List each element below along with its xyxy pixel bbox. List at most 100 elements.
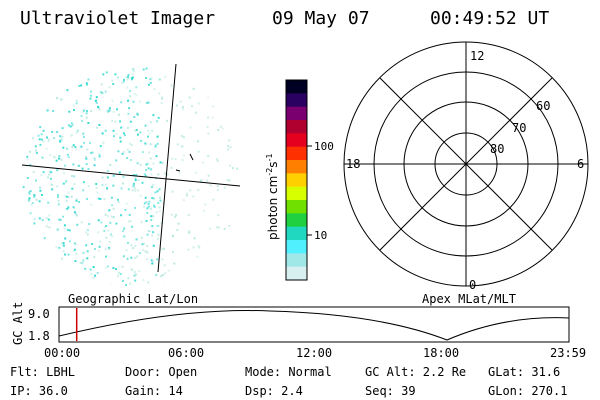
- image-pixel: [135, 129, 138, 131]
- image-pixel: [61, 127, 64, 130]
- image-pixel: [92, 276, 95, 279]
- image-pixel: [144, 250, 147, 253]
- image-pixel: [207, 96, 210, 99]
- image-pixel: [182, 108, 185, 111]
- image-pixel: [189, 189, 192, 192]
- image-pixel: [51, 184, 54, 187]
- geo-coordinate-label: Geographic Lat/Lon: [68, 292, 198, 306]
- image-pixel: [105, 255, 108, 258]
- image-pixel: [47, 140, 50, 142]
- image-pixel: [116, 108, 118, 111]
- image-pixel: [228, 139, 231, 142]
- image-pixel: [76, 223, 79, 226]
- image-pixel: [164, 272, 167, 275]
- image-pixel: [142, 248, 144, 251]
- image-pixel: [161, 161, 164, 164]
- image-pixel: [147, 101, 150, 104]
- image-pixel: [138, 270, 141, 273]
- image-pixel: [45, 147, 48, 150]
- colorbar-band: [286, 133, 307, 148]
- image-pixel: [150, 259, 153, 262]
- image-pixel: [161, 97, 164, 100]
- image-pixel: [159, 210, 161, 213]
- image-pixel: [107, 229, 110, 232]
- image-pixel: [130, 268, 133, 271]
- image-pixel: [109, 221, 112, 224]
- gain-status: Gain: 14: [125, 384, 183, 398]
- image-pixel: [174, 158, 177, 161]
- image-pixel: [117, 201, 120, 203]
- image-pixel: [131, 225, 134, 228]
- image-pixel: [108, 86, 111, 89]
- image-pixel: [71, 187, 74, 190]
- image-pixel: [134, 245, 137, 247]
- image-pixel: [199, 180, 202, 183]
- image-pixel: [153, 197, 155, 200]
- image-pixel: [156, 190, 159, 193]
- image-pixel: [42, 140, 45, 143]
- image-pixel: [177, 222, 180, 225]
- image-pixel: [197, 150, 200, 153]
- image-pixel: [145, 220, 148, 222]
- image-pixel: [147, 230, 150, 232]
- image-pixel: [119, 136, 122, 139]
- image-pixel: [80, 115, 83, 117]
- image-pixel: [149, 143, 152, 146]
- image-pixel: [95, 102, 98, 104]
- image-pixel: [152, 183, 155, 186]
- image-pixel: [95, 96, 98, 99]
- image-pixel: [59, 140, 62, 143]
- image-pixel: [185, 192, 188, 195]
- image-pixel: [108, 248, 111, 251]
- image-pixel: [171, 157, 174, 160]
- image-pixel: [134, 179, 137, 182]
- image-pixel: [82, 251, 85, 254]
- image-pixel: [107, 110, 110, 113]
- image-pixel: [67, 207, 70, 210]
- image-pixel: [127, 277, 130, 280]
- mlt-label-0: 0: [469, 278, 476, 292]
- image-pixel: [63, 227, 66, 230]
- image-pixel: [207, 154, 210, 157]
- image-pixel: [85, 82, 88, 85]
- image-pixel: [87, 168, 90, 170]
- image-pixel: [142, 242, 145, 245]
- image-pixel: [111, 119, 114, 122]
- colorbar-band: [286, 173, 307, 188]
- image-pixel: [87, 122, 90, 124]
- image-pixel: [128, 77, 131, 80]
- image-pixel: [142, 279, 145, 281]
- image-pixel: [126, 257, 129, 260]
- image-pixel: [86, 257, 89, 260]
- image-pixel: [133, 92, 136, 95]
- image-pixel: [28, 198, 30, 201]
- image-pixel: [33, 222, 36, 225]
- image-pixel: [115, 268, 117, 270]
- image-pixel: [62, 215, 65, 218]
- image-pixel: [137, 179, 140, 182]
- image-pixel: [72, 104, 75, 107]
- image-pixel: [39, 189, 42, 192]
- image-pixel: [227, 145, 230, 148]
- image-pixel: [146, 101, 149, 104]
- image-pixel: [48, 173, 50, 176]
- image-pixel: [151, 197, 154, 200]
- image-pixel: [131, 73, 134, 76]
- image-pixel: [109, 163, 112, 166]
- auroral-image: [21, 63, 241, 286]
- image-pixel: [149, 121, 152, 124]
- image-pixel: [94, 274, 97, 277]
- image-pixel: [161, 96, 164, 99]
- image-pixel: [65, 207, 68, 210]
- image-pixel: [154, 191, 157, 194]
- image-pixel: [96, 191, 99, 194]
- image-pixel: [145, 77, 147, 79]
- image-pixel: [159, 196, 162, 199]
- time-tick-1200: 12:00: [296, 346, 332, 360]
- image-pixel: [103, 198, 106, 200]
- image-pixel: [74, 146, 77, 148]
- image-pixel: [105, 236, 108, 239]
- image-pixel: [120, 126, 123, 129]
- image-pixel: [73, 211, 76, 214]
- gc-alt-tick-9: 9.0: [28, 307, 50, 321]
